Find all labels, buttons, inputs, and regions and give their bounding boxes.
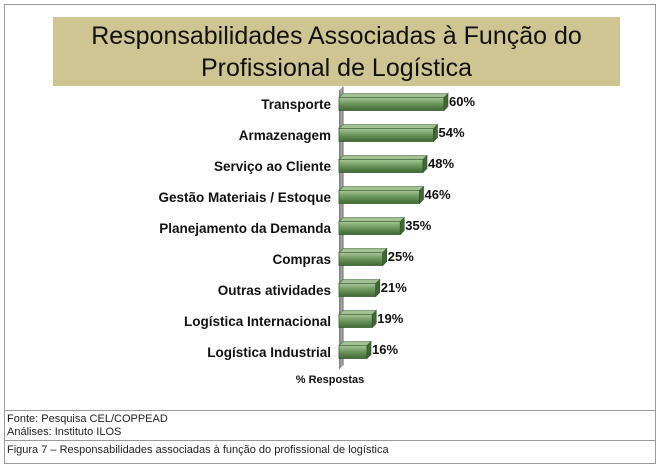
bar xyxy=(338,190,420,204)
bar xyxy=(338,345,368,359)
bar-top xyxy=(338,124,439,129)
category-label: Logística Industrial xyxy=(207,345,331,360)
chart-title: Responsabilidades Associadas à Função do… xyxy=(91,21,582,82)
category-label: Armazenagem xyxy=(239,128,331,143)
bar xyxy=(338,159,424,173)
value-label: 25% xyxy=(388,249,414,264)
bar xyxy=(338,128,434,142)
figure-frame: Responsabilidades Associadas à Função do… xyxy=(4,4,656,464)
category-label: Gestão Materiais / Estoque xyxy=(158,190,331,205)
chart-title-box: Responsabilidades Associadas à Função do… xyxy=(53,17,620,86)
bar xyxy=(338,283,377,297)
category-label: Transporte xyxy=(261,97,331,112)
analysis-text: Análises: Instituto ILOS xyxy=(7,426,122,438)
bar-top xyxy=(338,341,372,346)
figure-caption: Figura 7 – Responsabilidades associadas … xyxy=(7,444,389,456)
category-label: Serviço ao Cliente xyxy=(214,159,332,174)
bar-top xyxy=(338,186,425,191)
x-axis-title: % Respostas xyxy=(296,374,364,386)
category-label: Outras atividades xyxy=(218,283,331,298)
bar-top xyxy=(338,248,388,253)
value-label: 54% xyxy=(439,125,465,140)
bar-top xyxy=(338,310,377,315)
bar xyxy=(338,252,384,266)
source-text: Fonte: Pesquisa CEL/COPPEAD xyxy=(7,413,168,425)
bar-top xyxy=(338,93,449,98)
bar-top xyxy=(338,279,381,284)
bar xyxy=(338,314,373,328)
category-label: Logística Internacional xyxy=(184,314,331,329)
value-label: 48% xyxy=(428,156,454,171)
value-label: 35% xyxy=(405,218,431,233)
bar-chart: Transporte 60% Armazenagem 54% Serviço ao Cl… xyxy=(158,86,475,386)
bar-top xyxy=(338,155,428,160)
value-label: 16% xyxy=(372,342,398,357)
bar xyxy=(338,97,445,111)
bar-top xyxy=(338,217,405,222)
value-label: 60% xyxy=(449,94,475,109)
source-box: Fonte: Pesquisa CEL/COPPEAD Análises: In… xyxy=(5,411,655,441)
figure-footer: Fonte: Pesquisa CEL/COPPEAD Análises: In… xyxy=(5,410,655,459)
value-label: 21% xyxy=(381,280,407,295)
bar xyxy=(338,221,401,235)
value-label: 46% xyxy=(425,187,451,202)
category-label: Planejamento da Demanda xyxy=(159,221,331,236)
category-label: Compras xyxy=(272,252,331,267)
value-label: 19% xyxy=(377,311,403,326)
